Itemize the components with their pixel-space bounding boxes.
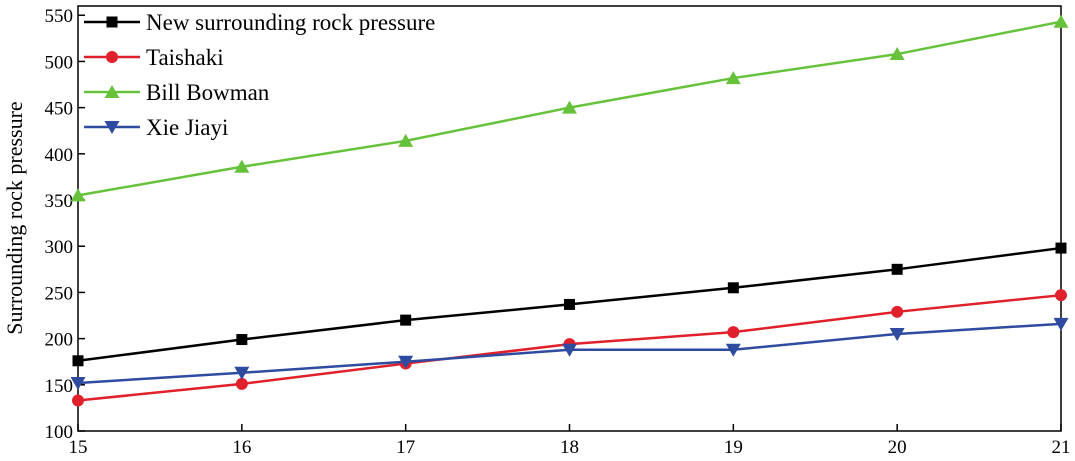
series-1 xyxy=(72,242,1067,367)
legend-label: Bill Bowman xyxy=(146,80,270,105)
data-point xyxy=(236,334,248,346)
data-point xyxy=(891,305,904,318)
data-point xyxy=(564,298,575,310)
y-tick-label: 200 xyxy=(45,330,74,351)
data-point xyxy=(889,327,905,341)
x-tick-label: 20 xyxy=(888,437,907,458)
data-point xyxy=(725,343,741,357)
data-point xyxy=(727,282,739,294)
data-point xyxy=(889,47,905,61)
series-3 xyxy=(70,14,1069,202)
legend-marker xyxy=(106,16,118,28)
legend-label: Taishaki xyxy=(146,45,224,70)
data-point xyxy=(727,326,740,339)
x-tick-label: 18 xyxy=(560,437,579,458)
data-point xyxy=(70,376,86,390)
x-tick-label: 21 xyxy=(1052,437,1071,458)
x-tick-label: 15 xyxy=(69,437,88,458)
data-point xyxy=(1053,14,1069,28)
data-point xyxy=(72,394,84,407)
y-tick-label: 300 xyxy=(45,237,74,258)
data-point xyxy=(725,71,741,85)
legend-item: Taishaki xyxy=(84,45,224,70)
x-tick-label: 19 xyxy=(724,437,743,458)
y-axis: 100 150 200 250 300 350 400 450 500 550 xyxy=(45,6,85,443)
data-point xyxy=(562,100,577,114)
data-point xyxy=(235,377,248,390)
data-point xyxy=(398,133,414,147)
legend-label: Xie Jiayi xyxy=(146,115,228,140)
y-axis-title: Surrounding rock pressure xyxy=(2,101,27,334)
y-tick-label: 350 xyxy=(45,191,74,212)
legend-item: Xie Jiayi xyxy=(84,115,228,140)
x-tick-label: 17 xyxy=(396,437,415,458)
data-point xyxy=(400,314,412,326)
y-tick-label: 250 xyxy=(45,283,74,304)
legend-item: Bill Bowman xyxy=(84,80,270,105)
data-point xyxy=(72,355,84,367)
y-tick-label: 100 xyxy=(45,422,74,443)
legend: New surrounding rock pressure Taishaki Bil… xyxy=(84,10,435,140)
data-point xyxy=(234,366,250,380)
legend-marker xyxy=(104,121,120,134)
y-tick-label: 150 xyxy=(45,376,74,397)
legend-marker xyxy=(106,51,118,63)
data-point xyxy=(1055,289,1067,302)
x-axis: 15 16 17 18 19 20 21 xyxy=(69,424,1071,458)
legend-label: New surrounding rock pressure xyxy=(146,10,435,35)
data-point xyxy=(1055,242,1067,254)
y-tick-label: 550 xyxy=(45,6,74,27)
y-tick-label: 450 xyxy=(45,99,74,120)
data-point xyxy=(70,188,86,202)
data-point xyxy=(398,355,414,369)
data-point xyxy=(562,343,577,357)
y-tick-label: 400 xyxy=(45,145,74,166)
series-layer xyxy=(70,14,1069,407)
series-4 xyxy=(70,317,1069,390)
data-point xyxy=(1053,317,1069,331)
data-point xyxy=(891,263,903,275)
legend-marker xyxy=(104,85,120,98)
plot-frame xyxy=(77,5,1062,432)
y-tick-label: 500 xyxy=(45,52,74,73)
data-point xyxy=(234,159,250,173)
legend-item: New surrounding rock pressure xyxy=(84,10,435,35)
x-tick-label: 16 xyxy=(232,437,251,458)
